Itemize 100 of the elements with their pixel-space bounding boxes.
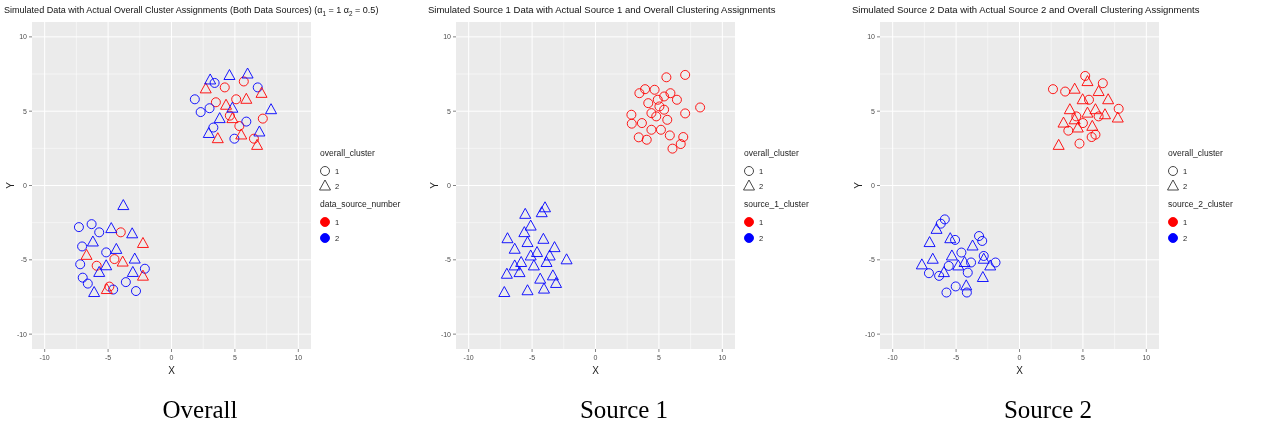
point bbox=[671, 94, 682, 105]
point bbox=[1102, 93, 1115, 105]
point bbox=[626, 118, 637, 129]
point bbox=[548, 241, 561, 253]
point bbox=[1080, 71, 1091, 81]
point bbox=[1084, 94, 1094, 105]
point bbox=[224, 110, 235, 121]
point bbox=[126, 227, 139, 239]
point bbox=[508, 259, 521, 271]
point bbox=[661, 72, 672, 83]
point bbox=[540, 256, 553, 267]
point bbox=[240, 92, 253, 104]
point bbox=[652, 94, 663, 105]
point bbox=[137, 237, 149, 248]
point bbox=[226, 101, 239, 113]
point bbox=[539, 201, 551, 213]
point bbox=[223, 69, 236, 80]
point bbox=[204, 73, 217, 85]
text: data_source_number bbox=[320, 199, 401, 209]
point bbox=[226, 112, 239, 124]
point bbox=[930, 222, 943, 234]
point bbox=[651, 111, 662, 122]
source-note: Source 1 bbox=[579, 396, 669, 423]
text: Overall bbox=[162, 396, 238, 423]
point bbox=[1093, 111, 1104, 122]
point bbox=[537, 232, 550, 244]
point bbox=[649, 84, 660, 95]
point bbox=[220, 98, 232, 110]
point bbox=[546, 269, 559, 281]
point bbox=[977, 235, 988, 246]
point bbox=[235, 128, 248, 140]
point bbox=[935, 218, 946, 229]
point bbox=[939, 214, 950, 225]
y-axis-title: Y bbox=[429, 181, 440, 189]
point bbox=[633, 132, 644, 143]
chart-title: Simulated Source 1 Data with Actual Source 1 and Overall Clustering Assignments bbox=[428, 4, 776, 15]
point bbox=[108, 284, 119, 295]
point bbox=[73, 222, 84, 233]
point bbox=[128, 252, 141, 264]
point bbox=[498, 286, 511, 297]
point bbox=[100, 283, 113, 294]
chart-title: Simulated Source 2 Data with Actual Source 2 and Overall Clustering Assignments bbox=[852, 4, 1200, 15]
point bbox=[1086, 119, 1099, 131]
point bbox=[1068, 82, 1081, 94]
point bbox=[126, 266, 139, 277]
point bbox=[974, 231, 984, 241]
point bbox=[257, 113, 268, 124]
point bbox=[643, 98, 654, 109]
point bbox=[678, 132, 689, 142]
point bbox=[915, 258, 928, 270]
point bbox=[535, 206, 548, 218]
point bbox=[655, 124, 666, 135]
point bbox=[80, 248, 93, 260]
point bbox=[77, 241, 88, 252]
point bbox=[646, 124, 657, 135]
point bbox=[675, 139, 686, 149]
point bbox=[680, 108, 691, 119]
point bbox=[934, 270, 945, 281]
point bbox=[944, 232, 957, 244]
point bbox=[1097, 78, 1108, 89]
point bbox=[251, 138, 264, 150]
point bbox=[120, 277, 131, 288]
point bbox=[659, 91, 670, 102]
point bbox=[524, 219, 537, 231]
point bbox=[966, 257, 977, 268]
point bbox=[202, 127, 215, 138]
point bbox=[1057, 116, 1070, 128]
source-note: Source 2 bbox=[1003, 396, 1093, 423]
point bbox=[634, 88, 645, 99]
point bbox=[1063, 103, 1076, 115]
point bbox=[990, 257, 1001, 268]
point bbox=[86, 235, 99, 247]
point bbox=[945, 249, 958, 261]
point bbox=[231, 94, 242, 105]
point bbox=[1111, 111, 1124, 123]
point bbox=[508, 242, 521, 254]
point bbox=[952, 259, 965, 271]
point bbox=[100, 259, 113, 271]
point bbox=[515, 256, 528, 267]
point bbox=[962, 267, 973, 278]
point bbox=[109, 254, 120, 265]
point bbox=[534, 272, 547, 284]
point bbox=[1081, 75, 1094, 87]
point bbox=[189, 94, 200, 105]
point bbox=[626, 109, 637, 120]
point bbox=[646, 108, 657, 119]
point bbox=[950, 281, 961, 292]
point bbox=[521, 236, 534, 248]
point bbox=[654, 101, 665, 112]
text: source_2_cluster bbox=[1168, 199, 1233, 209]
point bbox=[91, 260, 102, 271]
point bbox=[1099, 108, 1111, 120]
point bbox=[664, 130, 675, 141]
point bbox=[543, 249, 556, 261]
point bbox=[1052, 138, 1065, 150]
point bbox=[1089, 103, 1102, 115]
text: overall_cluster bbox=[1168, 148, 1223, 158]
point bbox=[252, 82, 263, 93]
point bbox=[1048, 84, 1058, 95]
x-axis-title: X bbox=[1016, 365, 1024, 376]
